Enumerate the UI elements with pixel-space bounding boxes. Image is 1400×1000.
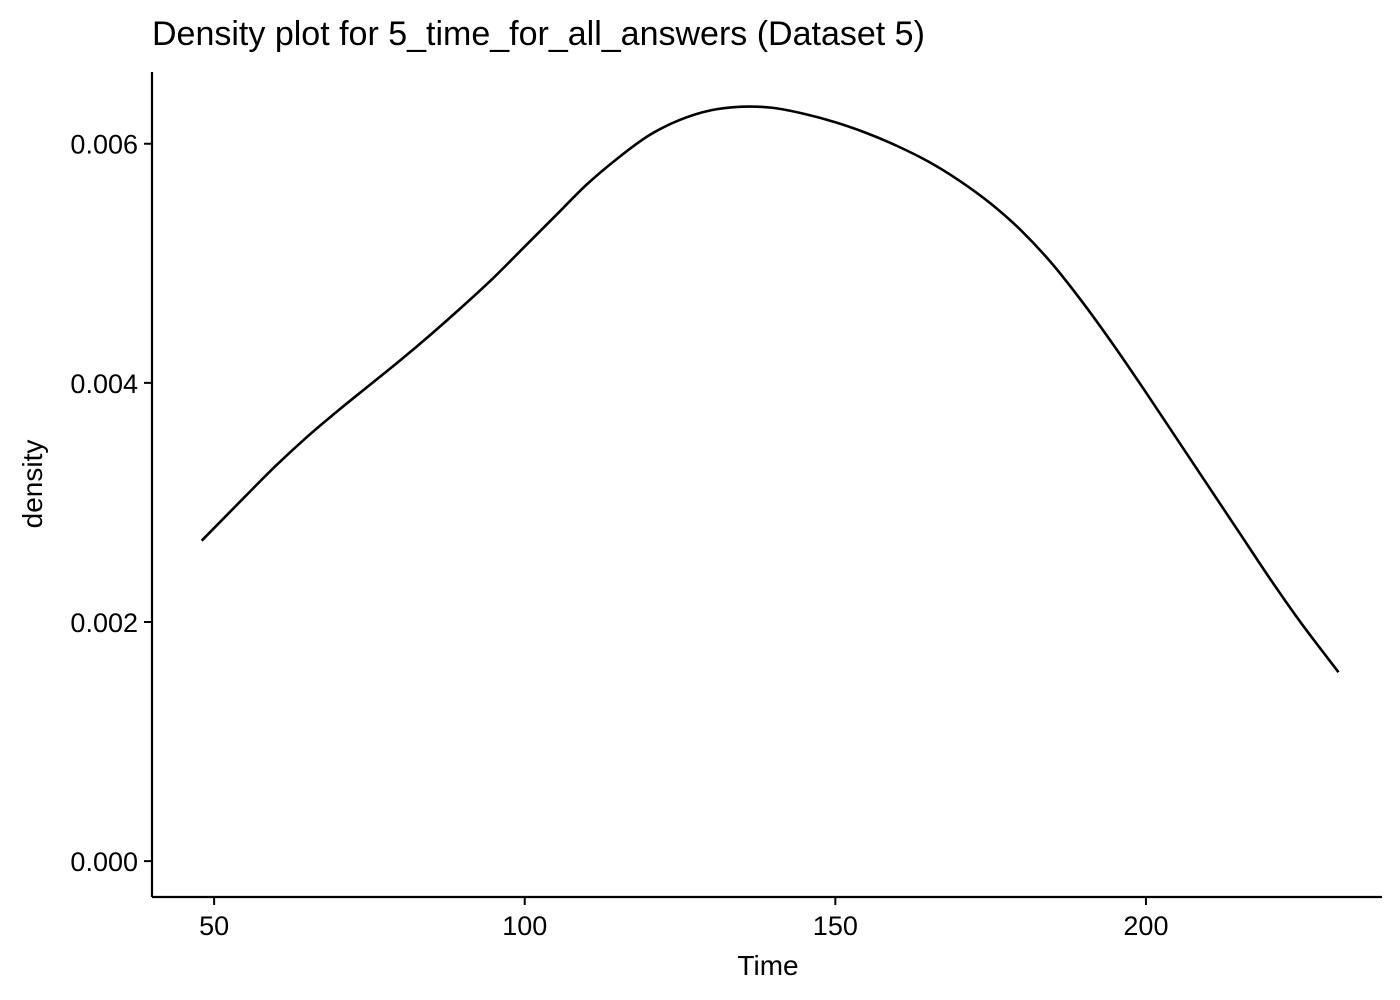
density-line: [200, 105, 1340, 674]
y-tick-label: 0.002: [70, 608, 138, 638]
x-tick-label: 100: [502, 911, 547, 941]
y-ticks: 0.000 0.002 0.004 0.006: [70, 130, 152, 877]
y-tick-label: 0.006: [70, 130, 138, 160]
x-ticks: 50 100 150 200: [199, 897, 1168, 941]
x-tick-label: 200: [1123, 911, 1168, 941]
x-tick-label: 150: [813, 911, 858, 941]
chart-title: Density plot for 5_time_for_all_answers …: [152, 15, 925, 53]
y-axis-label: density: [17, 440, 48, 529]
x-tick-label: 50: [199, 911, 229, 941]
y-tick-label: 0.004: [70, 369, 138, 399]
x-axis-label: Time: [737, 950, 798, 981]
y-tick-label: 0.000: [70, 847, 138, 877]
